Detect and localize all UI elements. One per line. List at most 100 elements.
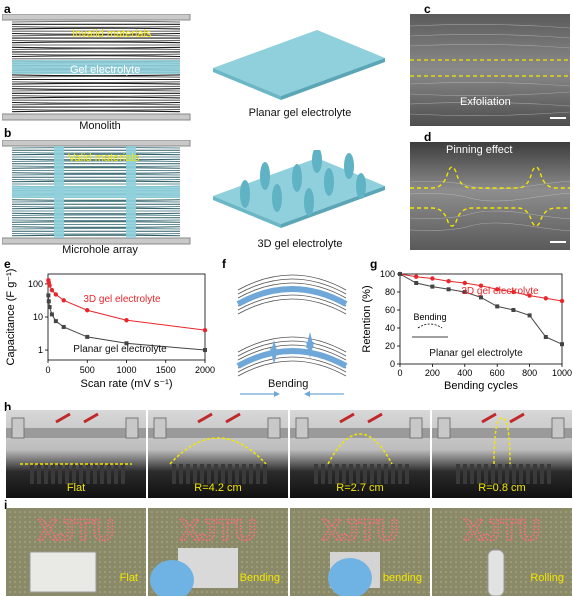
plot-frame-g xyxy=(399,273,563,365)
y-tick-label-e: 10 xyxy=(33,312,43,322)
series-label-e-planar: Planar gel electrolyte xyxy=(73,344,167,355)
y-tick-label-e: 1 xyxy=(38,345,43,355)
valid-materials-label: Valid materials xyxy=(68,152,140,164)
i-photo-caption-3: bending xyxy=(382,572,422,584)
x-tick-label-g: 0 xyxy=(397,368,402,378)
y-tick-label-g: 40 xyxy=(385,323,395,333)
panel-label-i: i xyxy=(4,498,8,512)
data-point-g xyxy=(559,298,565,304)
h-photo-4: R=0.8 cm xyxy=(432,410,572,498)
monolith-illustration xyxy=(2,14,191,121)
y-tick-label-g: 80 xyxy=(385,287,395,297)
x-tick-label-g: 200 xyxy=(425,368,440,378)
data-point-g xyxy=(462,280,467,286)
x-tick-label-g: 600 xyxy=(490,368,505,378)
data-point-e xyxy=(203,348,207,353)
data-point-e xyxy=(202,327,208,333)
data-point-g xyxy=(446,279,451,284)
panel-label-c: c xyxy=(424,2,431,16)
x-tick-label-g: 1000 xyxy=(552,368,572,378)
led-sign: XJTU xyxy=(180,514,257,547)
data-point-g xyxy=(478,283,484,288)
panel-label-h: h xyxy=(4,400,12,414)
i-photo-caption-4: Rolling xyxy=(530,572,564,584)
data-point-g xyxy=(479,295,483,300)
sem-image-c: Exfoliation xyxy=(410,14,570,126)
x-axis-label-e: Scan rate (mV s⁻¹) xyxy=(81,378,173,390)
data-point-e xyxy=(61,324,66,329)
y-tick-label-g: 60 xyxy=(385,305,395,315)
panel-label-e: e xyxy=(4,257,11,271)
y-tick-label-g: 0 xyxy=(390,359,395,369)
panel-label-b: b xyxy=(4,126,12,140)
data-point-e xyxy=(47,283,52,288)
planar-gel-caption: Planar gel electrolyte xyxy=(248,107,352,119)
led-sign: XJTU xyxy=(38,514,115,547)
data-point-g xyxy=(446,287,451,292)
led-sign: XJTU xyxy=(464,514,541,547)
microhole-caption: Microhole array xyxy=(62,244,138,256)
data-point-e xyxy=(53,292,59,297)
data-point-g xyxy=(414,281,419,285)
sem-image-d: Pinning effect xyxy=(410,142,570,250)
gel-layer xyxy=(12,60,180,74)
y-axis-label-e: Capacitance (F g⁻¹) xyxy=(5,269,17,366)
h-photo-caption-1: Flat xyxy=(66,482,86,494)
led-sign: XJTU xyxy=(322,514,399,547)
data-point-g xyxy=(430,284,435,289)
data-point-g xyxy=(527,293,532,298)
planar-gel-illustration xyxy=(213,30,385,100)
panel-label-f: f xyxy=(222,257,226,271)
3d-gel-caption: 3D gel electrolyte xyxy=(257,238,343,250)
invalid-materials-label: Invalid materials xyxy=(72,28,152,40)
i-photo-2: XJTU Bending xyxy=(148,508,288,596)
series-label-g-3d: 3D gel electrolyte xyxy=(461,286,539,297)
data-point-g xyxy=(511,289,516,295)
x-tick-label-e: 1000 xyxy=(116,365,136,375)
x-tick-label-g: 400 xyxy=(457,368,472,378)
x-tick-label-g: 800 xyxy=(522,368,537,378)
i-photo-caption-2: Bending xyxy=(239,572,280,584)
data-point-e xyxy=(49,312,54,317)
x-axis-label-g: Bending cycles xyxy=(444,380,518,392)
data-point-g xyxy=(462,290,467,294)
data-point-e xyxy=(46,299,51,304)
monolith-caption: Monolith xyxy=(79,120,121,132)
h-photo-caption-2: R=4.2 cm xyxy=(194,482,242,494)
pinning-effect-label: Pinning effect xyxy=(446,144,513,156)
data-point-g xyxy=(495,304,500,309)
i-photo-3: XJTU bending xyxy=(290,508,430,596)
i-photo-4: XJTU Rolling xyxy=(432,508,572,596)
chart-e-capacitance: 0 500 1000 1500 2000 1 10 100 Scan rate (mV s⁻¹)… xyxy=(5,269,215,390)
data-point-e xyxy=(53,319,58,324)
h-photo-3: R=2.7 cm xyxy=(290,410,430,498)
x-tick-label-e: 2000 xyxy=(195,365,215,375)
x-tick-label-e: 1500 xyxy=(156,365,176,375)
x-tick-label-e: 500 xyxy=(80,365,95,375)
data-point-e xyxy=(85,334,90,339)
data-point-e xyxy=(49,287,55,293)
data-point-g xyxy=(560,342,564,347)
data-point-g xyxy=(398,272,402,276)
inset-bending-label: Bending xyxy=(413,312,446,322)
data-point-g xyxy=(543,335,548,339)
data-point-e xyxy=(47,305,52,310)
series-label-g-planar: Planar gel electrolyte xyxy=(429,348,523,359)
microhole-array-illustration xyxy=(2,140,191,245)
h-photo-2: R=4.2 cm xyxy=(148,410,288,498)
data-point-g xyxy=(511,308,516,312)
inset-bending-arc xyxy=(417,323,443,329)
data-point-e xyxy=(85,308,90,313)
data-point-e xyxy=(61,298,66,303)
3d-gel-illustration xyxy=(213,150,385,228)
panel-label-a: a xyxy=(4,2,11,16)
h-photo-1: Flat xyxy=(6,410,146,498)
x-tick-label-e: 0 xyxy=(45,365,50,375)
bending-arrow-label: Bending xyxy=(268,378,309,390)
panel-label-g: g xyxy=(370,257,378,271)
h-photo-caption-3: R=2.7 cm xyxy=(336,482,384,494)
h-photo-caption-4: R=0.8 cm xyxy=(478,482,526,494)
data-point-e xyxy=(124,318,129,323)
data-point-g xyxy=(543,296,548,301)
gel-electrolyte-label: Gel electrolyte xyxy=(70,64,141,76)
